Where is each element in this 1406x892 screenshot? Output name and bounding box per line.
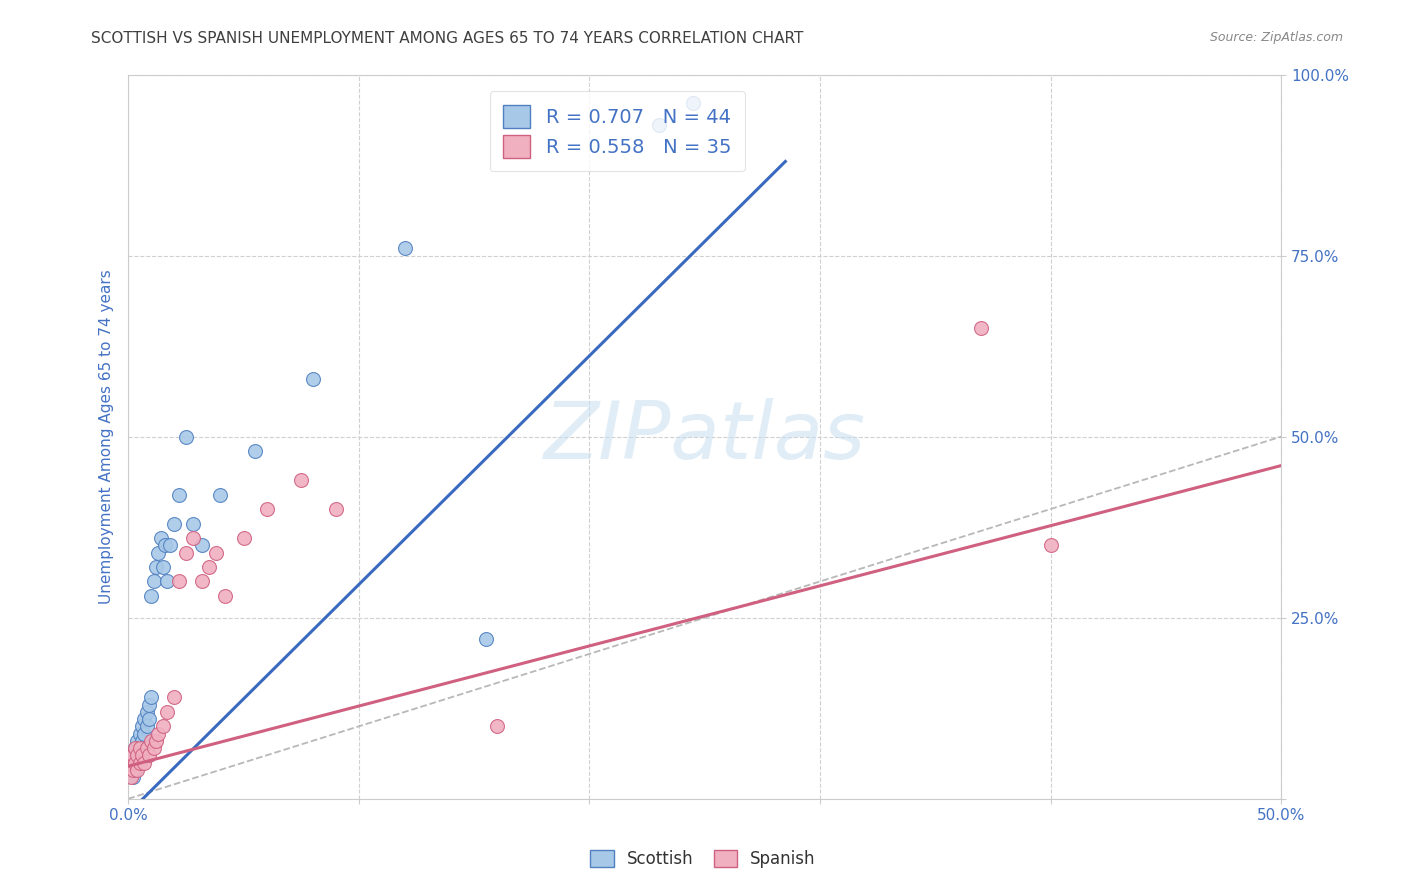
Point (142, 741, 165, 756)
Point (152, 560, 174, 574)
Point (124, 741, 146, 756)
Point (167, 574, 190, 589)
Point (156, 705, 179, 719)
Point (181, 516, 204, 531)
Point (153, 538, 176, 552)
Point (163, 690, 186, 705)
Point (152, 719, 174, 733)
Point (647, 118, 669, 132)
Text: SCOTTISH VS SPANISH UNEMPLOYMENT AMONG AGES 65 TO 74 YEARS CORRELATION CHART: SCOTTISH VS SPANISH UNEMPLOYMENT AMONG A… (91, 31, 804, 46)
Point (128, 748, 150, 763)
Point (135, 719, 157, 733)
Point (131, 719, 153, 733)
Point (167, 487, 190, 501)
Point (325, 502, 347, 516)
Point (174, 430, 197, 444)
Point (232, 531, 254, 545)
Point (138, 698, 160, 712)
Point (128, 741, 150, 756)
Point (181, 531, 204, 545)
Point (134, 726, 156, 740)
Point (174, 545, 197, 559)
Point (128, 726, 150, 740)
Point (121, 748, 143, 763)
Text: ZIPatlas: ZIPatlas (544, 398, 866, 475)
Point (128, 756, 150, 770)
Point (256, 502, 278, 516)
Point (121, 770, 143, 784)
Point (120, 756, 142, 770)
Point (124, 763, 146, 777)
Point (135, 705, 157, 719)
Point (209, 487, 232, 501)
Point (145, 734, 167, 748)
Legend: Scottish, Spanish: Scottish, Spanish (583, 843, 823, 875)
Point (138, 712, 160, 726)
Point (290, 473, 312, 487)
Point (134, 756, 156, 770)
Point (243, 444, 266, 458)
Point (191, 574, 214, 589)
Point (214, 589, 236, 603)
Point (120, 756, 142, 770)
Point (474, 632, 496, 647)
Point (124, 756, 146, 770)
Point (128, 741, 150, 756)
Point (205, 545, 228, 559)
Point (149, 531, 172, 545)
Point (1039, 538, 1062, 552)
Y-axis label: Unemployment Among Ages 65 to 74 years: Unemployment Among Ages 65 to 74 years (100, 269, 114, 604)
Point (156, 574, 179, 589)
Point (127, 748, 149, 763)
Point (121, 763, 143, 777)
Point (124, 741, 146, 756)
Point (127, 756, 149, 770)
Point (141, 734, 163, 748)
Point (127, 748, 149, 763)
Point (127, 734, 149, 748)
Point (124, 756, 146, 770)
Point (131, 734, 153, 748)
Text: Source: ZipAtlas.com: Source: ZipAtlas.com (1209, 31, 1343, 45)
Legend: R = 0.707   N = 44, R = 0.558   N = 35: R = 0.707 N = 44, R = 0.558 N = 35 (489, 92, 745, 171)
Point (127, 763, 149, 777)
Point (120, 763, 142, 777)
Point (121, 748, 143, 763)
Point (198, 560, 221, 574)
Point (141, 589, 163, 603)
Point (191, 538, 214, 552)
Point (301, 372, 323, 386)
Point (163, 516, 186, 531)
Point (134, 712, 156, 726)
Point (138, 748, 160, 763)
Point (148, 545, 170, 559)
Point (486, 719, 509, 733)
Point (131, 748, 153, 763)
Point (142, 574, 165, 589)
Point (145, 560, 167, 574)
Point (148, 726, 170, 740)
Point (682, 96, 704, 111)
Point (120, 770, 142, 784)
Point (394, 241, 416, 255)
Point (141, 690, 163, 705)
Point (121, 756, 143, 770)
Point (159, 538, 181, 552)
Point (135, 741, 157, 756)
Point (970, 321, 993, 335)
